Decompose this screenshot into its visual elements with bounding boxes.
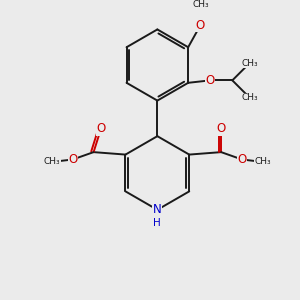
Text: CH₃: CH₃ [192,0,209,9]
Text: O: O [68,153,77,166]
Text: CH₃: CH₃ [254,158,271,166]
Text: O: O [96,122,106,135]
Text: H: H [154,218,161,228]
Text: O: O [217,122,226,135]
Text: O: O [206,74,215,87]
Text: CH₃: CH₃ [241,59,258,68]
Text: CH₃: CH₃ [241,93,258,102]
Text: N: N [153,203,162,216]
Text: O: O [237,153,247,166]
Text: CH₃: CH₃ [44,158,60,166]
Text: O: O [196,19,205,32]
